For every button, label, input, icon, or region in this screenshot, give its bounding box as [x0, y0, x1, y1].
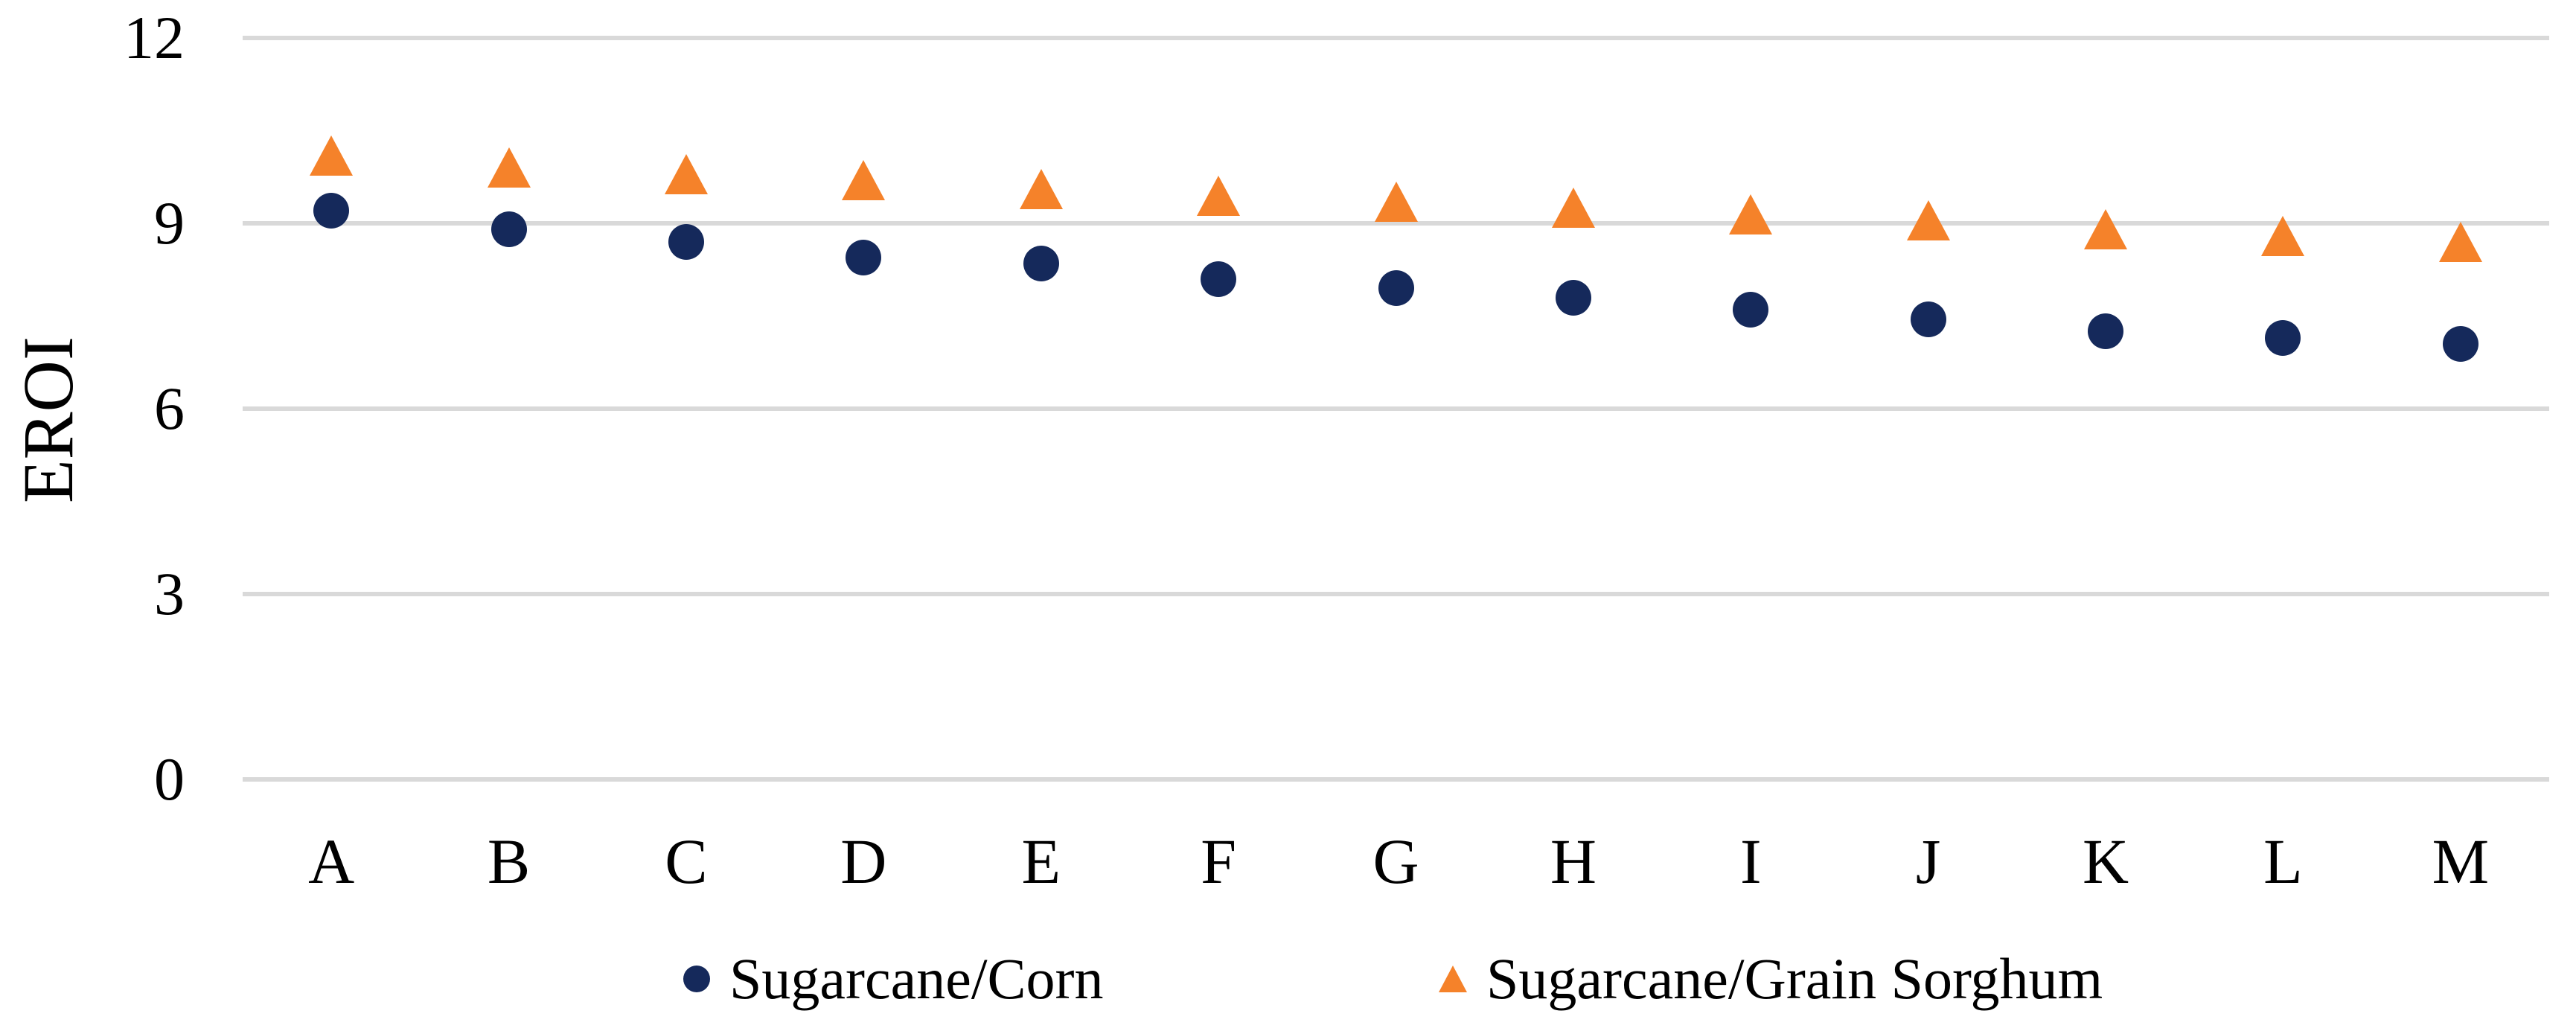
data-point-circle-A [313, 193, 350, 229]
x-category-label-M: M [2432, 826, 2490, 897]
data-point-circle-H [1555, 279, 1591, 316]
x-category-label-B: B [487, 826, 531, 897]
gridline-y-12 [243, 36, 2549, 40]
y-tick-label-0: 0 [154, 745, 185, 813]
data-point-triangle-E [1019, 169, 1063, 210]
legend-circle-marker-icon [683, 966, 710, 992]
data-point-triangle-K [2084, 209, 2128, 250]
data-point-triangle-I [1729, 194, 1773, 234]
data-point-triangle-A [310, 135, 354, 176]
data-point-triangle-F [1197, 175, 1241, 216]
x-category-label-D: D [840, 826, 887, 897]
legend-item-circle: Sugarcane/Corn [683, 946, 1104, 1011]
gridline-y-0 [243, 777, 2549, 782]
x-category-label-A: A [308, 826, 355, 897]
data-point-triangle-B [487, 147, 531, 188]
gridline-y-3 [243, 592, 2549, 596]
x-category-label-L: L [2263, 826, 2303, 897]
data-point-triangle-D [842, 159, 886, 200]
y-tick-label-9: 9 [154, 189, 185, 257]
gridline-y-9 [243, 221, 2549, 226]
data-point-circle-M [2442, 325, 2478, 362]
x-category-label-F: F [1201, 826, 1237, 897]
x-category-label-J: J [1915, 826, 1941, 897]
legend-label: Sugarcane/Corn [729, 946, 1104, 1011]
data-point-circle-D [846, 239, 882, 275]
data-point-triangle-L [2261, 215, 2305, 256]
data-point-triangle-M [2438, 221, 2482, 262]
y-tick-label-12: 12 [124, 4, 185, 71]
y-tick-label-3: 3 [154, 560, 185, 628]
y-tick-label-6: 6 [154, 374, 185, 442]
x-category-label-E: E [1021, 826, 1061, 897]
x-category-label-K: K [2082, 826, 2129, 897]
x-category-label-H: H [1550, 826, 1597, 897]
data-point-triangle-C [664, 153, 708, 194]
data-point-circle-L [2265, 319, 2301, 356]
data-point-triangle-H [1551, 188, 1595, 229]
data-point-triangle-G [1374, 181, 1418, 222]
data-point-circle-F [1201, 261, 1237, 297]
data-point-circle-J [1910, 301, 1946, 337]
data-point-circle-G [1378, 270, 1414, 307]
legend-triangle-marker-icon [1439, 966, 1467, 992]
x-category-label-C: C [665, 826, 708, 897]
x-category-label-G: G [1372, 826, 1419, 897]
legend-item-triangle: Sugarcane/Grain Sorghum [1439, 946, 2103, 1011]
data-point-circle-E [1023, 245, 1059, 281]
legend-label: Sugarcane/Grain Sorghum [1486, 946, 2103, 1011]
x-category-label-I: I [1739, 826, 1762, 897]
data-point-triangle-J [1906, 200, 1950, 240]
data-point-circle-B [490, 211, 527, 248]
gridline-y-6 [243, 406, 2549, 411]
data-point-circle-K [2088, 313, 2124, 350]
data-point-circle-C [668, 223, 704, 260]
data-point-circle-I [1733, 292, 1769, 328]
